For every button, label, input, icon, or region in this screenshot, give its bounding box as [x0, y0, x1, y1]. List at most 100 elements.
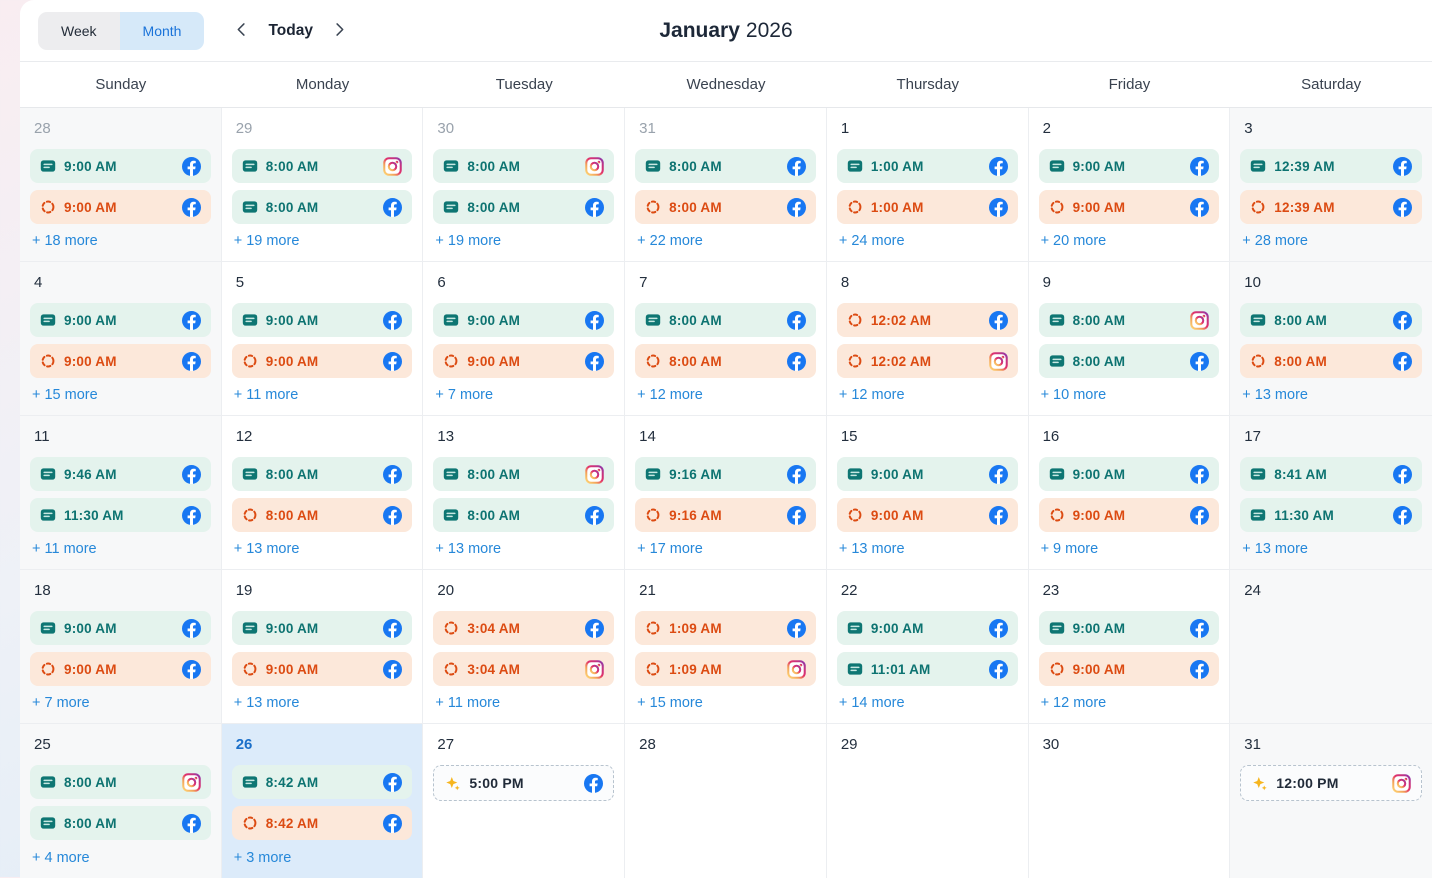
event-chip-pending[interactable]: 9:00 AM	[30, 344, 211, 378]
day-cell-6[interactable]: 6 9:00 AM 9:00 AM + 7 more	[423, 262, 626, 416]
event-chip-post[interactable]: 8:00 AM	[433, 190, 615, 224]
more-events-link[interactable]: + 14 more	[837, 693, 905, 715]
day-cell-28-outside[interactable]: 28 9:00 AM 9:00 AM + 18 more	[20, 108, 222, 262]
event-chip-suggested[interactable]: 5:00 PM	[433, 765, 615, 801]
event-chip-post[interactable]: 8:00 AM	[1038, 303, 1220, 337]
more-events-link[interactable]: + 12 more	[635, 385, 703, 407]
event-chip-post[interactable]: 11:30 AM	[30, 498, 211, 532]
event-chip-pending[interactable]: 9:00 AM	[231, 652, 413, 686]
day-cell-24[interactable]: 24	[1230, 570, 1432, 724]
event-chip-post[interactable]: 1:00 AM	[836, 149, 1018, 183]
event-chip-post[interactable]: 8:00 AM	[30, 806, 211, 840]
event-chip-post[interactable]: 8:00 AM	[433, 457, 615, 491]
day-cell-25[interactable]: 25 8:00 AM 8:00 AM + 4 more	[20, 724, 222, 878]
event-chip-post[interactable]: 8:42 AM	[231, 765, 413, 799]
day-cell-4[interactable]: 4 9:00 AM 9:00 AM + 15 more	[20, 262, 222, 416]
event-chip-post[interactable]: 9:00 AM	[30, 303, 211, 337]
event-chip-post[interactable]: 8:00 AM	[635, 303, 816, 337]
event-chip-post[interactable]: 9:00 AM	[836, 457, 1018, 491]
event-chip-pending[interactable]: 8:00 AM	[635, 344, 816, 378]
day-cell-30[interactable]: 30	[1028, 724, 1231, 878]
more-events-link[interactable]: + 19 more	[433, 231, 501, 253]
event-chip-post[interactable]: 8:00 AM	[1038, 344, 1220, 378]
more-events-link[interactable]: + 20 more	[1039, 231, 1107, 253]
event-chip-pending[interactable]: 9:00 AM	[30, 652, 211, 686]
event-chip-post[interactable]: 8:00 AM	[231, 190, 413, 224]
day-cell-7[interactable]: 7 8:00 AM 8:00 AM + 12 more	[625, 262, 827, 416]
event-chip-post[interactable]: 9:00 AM	[836, 611, 1018, 645]
more-events-link[interactable]: + 3 more	[232, 848, 292, 870]
day-cell-30-outside[interactable]: 30 8:00 AM 8:00 AM + 19 more	[423, 108, 626, 262]
more-events-link[interactable]: + 7 more	[433, 385, 493, 407]
event-chip-post[interactable]: 9:00 AM	[433, 303, 615, 337]
day-cell-18[interactable]: 18 9:00 AM 9:00 AM + 7 more	[20, 570, 222, 724]
more-events-link[interactable]: + 11 more	[433, 693, 500, 715]
more-events-link[interactable]: + 7 more	[30, 693, 90, 715]
event-chip-pending[interactable]: 9:00 AM	[433, 344, 615, 378]
more-events-link[interactable]: + 24 more	[837, 231, 905, 253]
event-chip-post[interactable]: 8:00 AM	[635, 149, 816, 183]
event-chip-post[interactable]: 8:00 AM	[231, 457, 413, 491]
event-chip-post[interactable]: 9:00 AM	[231, 611, 413, 645]
event-chip-pending[interactable]: 1:09 AM	[635, 611, 816, 645]
day-cell-8[interactable]: 8 12:02 AM 12:02 AM + 12 more	[826, 262, 1029, 416]
more-events-link[interactable]: + 10 more	[1039, 385, 1107, 407]
more-events-link[interactable]: + 11 more	[232, 385, 299, 407]
event-chip-post[interactable]: 8:00 AM	[30, 765, 211, 799]
event-chip-pending[interactable]: 9:00 AM	[1038, 652, 1220, 686]
event-chip-pending[interactable]: 1:00 AM	[836, 190, 1018, 224]
more-events-link[interactable]: + 4 more	[30, 848, 90, 870]
more-events-link[interactable]: + 12 more	[837, 385, 905, 407]
event-chip-suggested[interactable]: 12:00 PM	[1240, 765, 1422, 801]
event-chip-post[interactable]: 9:00 AM	[1038, 149, 1220, 183]
more-events-link[interactable]: + 13 more	[837, 539, 905, 561]
day-cell-10[interactable]: 10 8:00 AM 8:00 AM + 13 more	[1230, 262, 1432, 416]
previous-month-button[interactable]	[226, 16, 256, 46]
event-chip-post[interactable]: 9:00 AM	[30, 149, 211, 183]
day-cell-11[interactable]: 11 9:46 AM 11:30 AM + 11 more	[20, 416, 222, 570]
event-chip-pending[interactable]: 8:00 AM	[1240, 344, 1422, 378]
event-chip-pending[interactable]: 9:00 AM	[1038, 498, 1220, 532]
event-chip-pending[interactable]: 12:02 AM	[836, 344, 1018, 378]
event-chip-post[interactable]: 9:00 AM	[30, 611, 211, 645]
day-cell-29[interactable]: 29	[826, 724, 1029, 878]
more-events-link[interactable]: + 28 more	[1240, 231, 1308, 253]
more-events-link[interactable]: + 19 more	[232, 231, 300, 253]
event-chip-post[interactable]: 8:00 AM	[433, 149, 615, 183]
day-cell-19[interactable]: 19 9:00 AM 9:00 AM + 13 more	[221, 570, 424, 724]
day-cell-23[interactable]: 23 9:00 AM 9:00 AM + 12 more	[1028, 570, 1231, 724]
event-chip-post[interactable]: 9:00 AM	[1038, 457, 1220, 491]
more-events-link[interactable]: + 15 more	[635, 693, 703, 715]
event-chip-pending[interactable]: 3:04 AM	[433, 652, 615, 686]
day-cell-9[interactable]: 9 8:00 AM 8:00 AM + 10 more	[1028, 262, 1231, 416]
event-chip-pending[interactable]: 1:09 AM	[635, 652, 816, 686]
day-cell-22[interactable]: 22 9:00 AM 11:01 AM + 14 more	[826, 570, 1029, 724]
event-chip-pending[interactable]: 8:00 AM	[635, 190, 816, 224]
day-cell-14[interactable]: 14 9:16 AM 9:16 AM + 17 more	[625, 416, 827, 570]
event-chip-post[interactable]: 11:01 AM	[836, 652, 1018, 686]
day-cell-15[interactable]: 15 9:00 AM 9:00 AM + 13 more	[826, 416, 1029, 570]
more-events-link[interactable]: + 13 more	[1240, 385, 1308, 407]
event-chip-pending[interactable]: 8:42 AM	[231, 806, 413, 840]
more-events-link[interactable]: + 13 more	[232, 539, 300, 561]
day-cell-16[interactable]: 16 9:00 AM 9:00 AM + 9 more	[1028, 416, 1231, 570]
more-events-link[interactable]: + 13 more	[433, 539, 501, 561]
event-chip-post[interactable]: 11:30 AM	[1240, 498, 1422, 532]
month-view-button[interactable]: Month	[119, 11, 205, 50]
more-events-link[interactable]: + 11 more	[30, 539, 97, 561]
day-cell-31-outside[interactable]: 31 8:00 AM 8:00 AM + 22 more	[625, 108, 827, 262]
more-events-link[interactable]: + 13 more	[1240, 539, 1308, 561]
today-button[interactable]: Today	[268, 21, 313, 39]
day-cell-5[interactable]: 5 9:00 AM 9:00 AM + 11 more	[221, 262, 424, 416]
event-chip-post[interactable]: 12:39 AM	[1240, 149, 1422, 183]
more-events-link[interactable]: + 15 more	[30, 385, 98, 407]
next-month-button[interactable]	[325, 16, 355, 46]
day-cell-20[interactable]: 20 3:04 AM 3:04 AM + 11 more	[423, 570, 626, 724]
event-chip-post[interactable]: 9:00 AM	[231, 303, 413, 337]
more-events-link[interactable]: + 12 more	[1039, 693, 1107, 715]
more-events-link[interactable]: + 9 more	[1039, 539, 1099, 561]
day-cell-21[interactable]: 21 1:09 AM 1:09 AM + 15 more	[625, 570, 827, 724]
event-chip-pending[interactable]: 9:00 AM	[1038, 190, 1220, 224]
more-events-link[interactable]: + 18 more	[30, 231, 98, 253]
day-cell-1[interactable]: 1 1:00 AM 1:00 AM + 24 more	[826, 108, 1029, 262]
